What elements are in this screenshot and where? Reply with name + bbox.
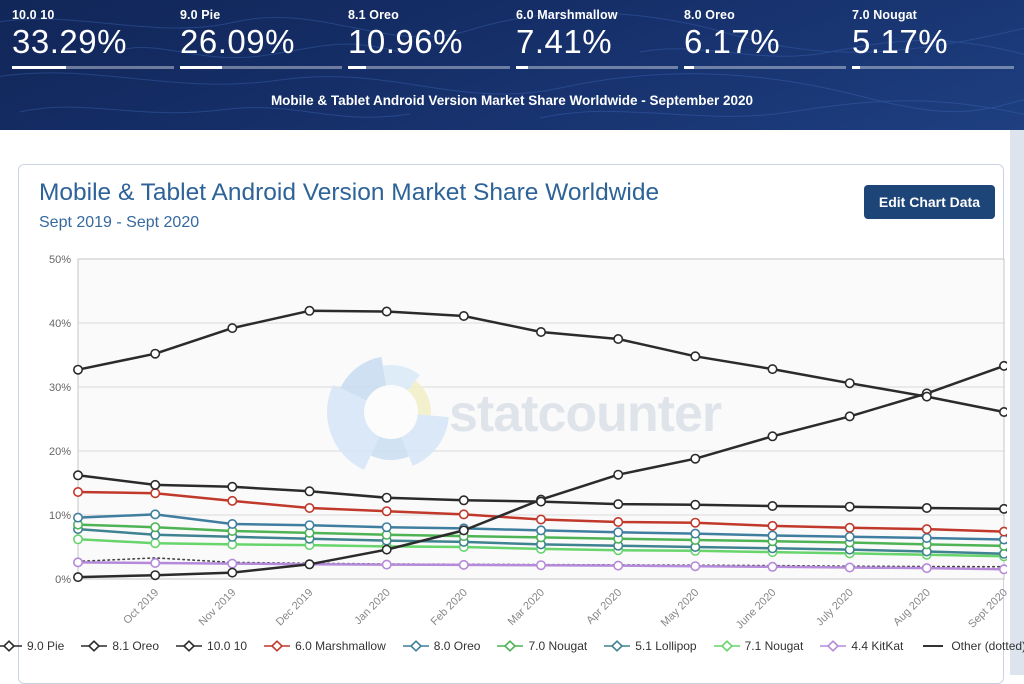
legend-item-8-1-oreo[interactable]: 8.1 Oreo	[81, 639, 159, 653]
stat-value: 10.96%	[348, 23, 463, 60]
header-stats-row: 10.0 10 33.29% 9.0 Pie 26.09% 8.1 Oreo 10.96%…	[12, 8, 1014, 69]
y-axis-labels: 0% 10% 20% 30% 40% 50%	[49, 254, 71, 586]
series-markers-6-0-marshmallow[interactable]	[72, 487, 1009, 537]
legend-label: 10.0 10	[207, 639, 248, 653]
stat-progress-fill	[516, 65, 528, 69]
legend-item-9-0-pie[interactable]: 9.0 Pie	[0, 639, 64, 653]
stat-label: 9.0 Pie	[180, 8, 221, 22]
edit-chart-data-button[interactable]: Edit Chart Data	[863, 185, 995, 219]
legend-item-6-0-marshmallow[interactable]: 6.0 Marshmallow	[264, 639, 386, 653]
chart-date-range: Sept 2019 - Sept 2020	[39, 214, 200, 231]
legend-item-4-4-kitkat[interactable]: 4.4 KitKat	[820, 639, 903, 653]
legend-item-10-0-10[interactable]: 10.0 10	[176, 639, 247, 653]
stat-label: 7.0 Nougat	[852, 8, 917, 22]
stat-progress-fill	[180, 65, 223, 69]
chart-card: Mobile & Tablet Android Version Market S…	[0, 164, 1024, 684]
stat-progress-fill	[684, 65, 694, 69]
stat-progress-bar	[12, 65, 174, 69]
svg-text:Aug 2020: Aug 2020	[891, 587, 933, 629]
page-background-strip	[1010, 130, 1024, 675]
svg-text:0%: 0%	[55, 574, 71, 586]
svg-text:June 2020: June 2020	[734, 587, 779, 632]
svg-text:Nov 2019: Nov 2019	[197, 587, 239, 629]
stat-label: 10.0 10	[12, 8, 55, 22]
legend-diamond-icon	[820, 640, 847, 652]
legend-item-8-0-oreo[interactable]: 8.0 Oreo	[402, 639, 481, 653]
watermark-text: statcounter	[449, 385, 722, 443]
legend-label: Other (dotted)	[951, 639, 1024, 653]
svg-text:Jan 2020: Jan 2020	[352, 587, 392, 627]
legend-diamond-icon	[402, 640, 429, 652]
svg-text:40%: 40%	[49, 318, 71, 330]
stat-progress-fill	[12, 65, 66, 69]
svg-text:Dec 2019: Dec 2019	[274, 587, 316, 629]
legend-label: 5.1 Lollipop	[635, 639, 697, 653]
legend-item-7-0-nougat[interactable]: 7.0 Nougat	[497, 639, 587, 653]
chart-title: Mobile & Tablet Android Version Market S…	[39, 179, 660, 206]
stat-value: 6.17%	[684, 23, 781, 60]
header-stat-9-0-pie: 9.0 Pie 26.09%	[180, 8, 342, 69]
svg-text:50%: 50%	[49, 254, 71, 266]
header-subtitle: Mobile & Tablet Android Version Market S…	[270, 93, 754, 108]
legend-label: 6.0 Marshmallow	[295, 639, 386, 653]
legend-diamond-icon	[0, 640, 22, 652]
legend-item-other-dotted[interactable]: Other (dotted)	[920, 639, 1024, 653]
stat-progress-bar	[516, 65, 678, 69]
stat-progress-fill	[348, 65, 366, 69]
legend-label: 7.1 Nougat	[744, 639, 804, 653]
stat-progress-bar	[180, 65, 342, 69]
legend-label: 4.4 KitKat	[851, 639, 904, 653]
header-stat-6-0-marshmallow: 6.0 Marshmallow 7.41%	[516, 8, 678, 69]
statcounter-watermark: statcounter	[327, 356, 723, 470]
stat-label: 8.1 Oreo	[348, 8, 399, 22]
stat-label: 6.0 Marshmallow	[516, 8, 618, 22]
legend-label: 9.0 Pie	[26, 639, 65, 653]
legend-diamond-icon	[497, 640, 524, 652]
svg-text:May 2020: May 2020	[659, 587, 702, 630]
svg-text:Apr 2020: Apr 2020	[584, 587, 624, 627]
stat-progress-bar	[348, 65, 510, 69]
header-stat-7-0-nougat: 7.0 Nougat 5.17%	[852, 8, 1014, 69]
svg-text:Oct 2019: Oct 2019	[121, 587, 161, 627]
svg-text:20%: 20%	[49, 446, 71, 458]
market-share-line-chart[interactable]: 0% 10% 20% 30% 40% 50% statcounter Oct 2019 Nov …	[37, 249, 1010, 649]
svg-text:10%: 10%	[49, 510, 71, 522]
legend-item-5-1-lollipop[interactable]: 5.1 Lollipop	[604, 639, 697, 653]
svg-text:July 2020: July 2020	[814, 587, 856, 629]
stat-progress-bar	[684, 65, 846, 69]
stat-progress-bar	[852, 65, 1014, 69]
stat-value: 33.29%	[12, 23, 127, 60]
legend-diamond-icon	[264, 640, 291, 652]
legend-item-7-1-nougat[interactable]: 7.1 Nougat	[713, 639, 804, 653]
legend-line-icon	[923, 645, 944, 647]
stat-label: 8.0 Oreo	[684, 8, 735, 22]
stat-value: 7.41%	[516, 23, 613, 60]
stat-progress-fill	[852, 65, 861, 69]
stat-value: 26.09%	[180, 23, 295, 60]
legend-label: 8.1 Oreo	[112, 639, 160, 653]
legend-label: 7.0 Nougat	[528, 639, 588, 653]
hero-header: 10.0 10 33.29% 9.0 Pie 26.09% 8.1 Oreo 10.96%…	[0, 0, 1024, 130]
world-map-decoration	[0, 12, 1024, 119]
legend-diamond-icon	[81, 640, 108, 652]
legend-diamond-icon	[713, 640, 740, 652]
svg-text:Mar 2020: Mar 2020	[506, 587, 547, 628]
chart-svg[interactable]: 0% 10% 20% 30% 40% 50% statcounter Oct 2019 Nov …	[37, 249, 1010, 649]
plot-border	[77, 258, 1005, 580]
series-markers-9-0-pie[interactable]	[72, 305, 1009, 418]
legend-diamond-icon	[176, 640, 203, 652]
chart-legend: 9.0 Pie 8.1 Oreo 10.0 10 6.0 Marshmallow 8.0…	[0, 639, 1024, 653]
stat-value: 5.17%	[852, 23, 949, 60]
svg-text:Feb 2020: Feb 2020	[429, 587, 470, 628]
x-axis-labels: Oct 2019 Nov 2019 Dec 2019 Jan 2020 Feb 2020…	[121, 587, 1010, 632]
header-stat-8-1-oreo: 8.1 Oreo 10.96%	[348, 8, 510, 69]
legend-label: 8.0 Oreo	[433, 639, 481, 653]
legend-diamond-icon	[604, 640, 631, 652]
svg-text:30%: 30%	[49, 382, 71, 394]
series-markers-8-1-oreo[interactable]	[72, 470, 1009, 514]
svg-text:Sept 2020: Sept 2020	[966, 587, 1007, 631]
header-stat-8-0-oreo: 8.0 Oreo 6.17%	[684, 8, 846, 69]
header-stat-10-0-10: 10.0 10 33.29%	[12, 8, 174, 69]
